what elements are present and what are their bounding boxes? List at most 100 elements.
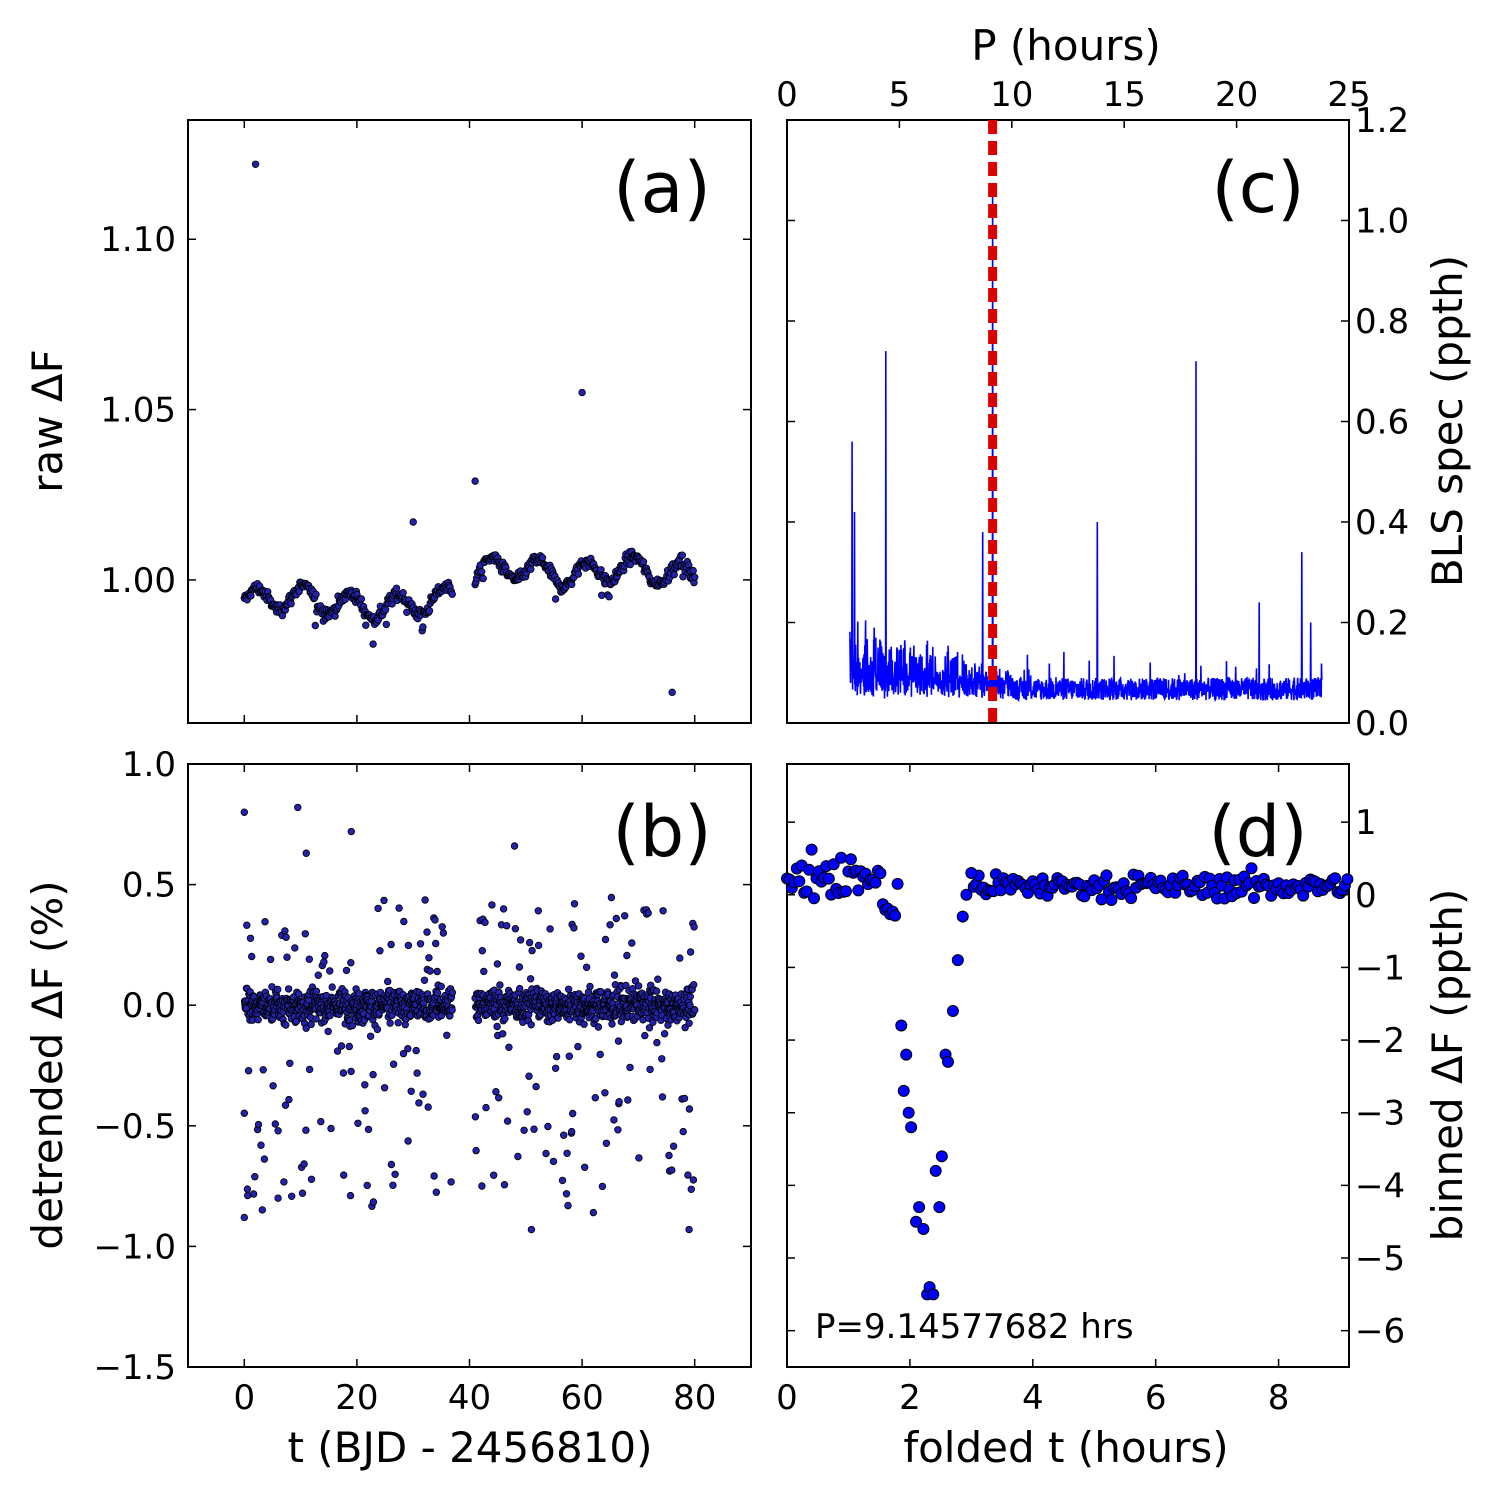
data-point <box>251 160 260 168</box>
panel-d-label: (d) <box>1208 791 1307 873</box>
data-point <box>565 1052 573 1060</box>
y-tick-label: 1.05 <box>100 391 176 431</box>
data-point <box>282 1021 290 1029</box>
data-point <box>800 885 813 898</box>
data-point <box>345 1042 353 1051</box>
data-point <box>479 574 487 583</box>
data-point <box>432 939 440 948</box>
data-point <box>493 960 502 968</box>
data-point <box>302 849 310 857</box>
data-point <box>869 876 882 889</box>
data-point <box>679 1127 687 1136</box>
data-point <box>416 940 425 948</box>
data-point <box>564 985 573 993</box>
data-point <box>646 1065 654 1074</box>
data-point <box>266 955 275 964</box>
data-point <box>281 1101 290 1109</box>
data-point <box>560 1131 568 1139</box>
data-point <box>439 929 448 937</box>
x-tick-label: 0 <box>776 1378 798 1418</box>
y-tick-label: 1.0 <box>1355 202 1409 242</box>
data-point <box>302 1126 310 1134</box>
data-point <box>578 388 586 397</box>
data-point <box>337 1042 346 1050</box>
data-point <box>610 1116 618 1124</box>
panel-d-points <box>781 764 1354 1367</box>
data-point <box>380 896 388 905</box>
data-point <box>516 984 524 993</box>
data-point <box>295 990 303 998</box>
data-point <box>499 905 508 913</box>
data-point <box>691 1006 699 1014</box>
data-point <box>546 925 554 933</box>
data-point <box>251 1172 259 1181</box>
data-point <box>660 1029 669 1038</box>
y-tick-label: 0.2 <box>1355 604 1409 644</box>
data-point <box>927 1288 940 1301</box>
data-point <box>602 1139 611 1147</box>
data-point <box>403 608 411 616</box>
data-point <box>902 1106 915 1119</box>
data-point <box>426 967 434 975</box>
data-point <box>240 1109 248 1117</box>
data-point <box>686 948 695 956</box>
data-point <box>443 1031 451 1039</box>
data-point <box>478 1182 486 1190</box>
data-point <box>327 1124 335 1133</box>
data-point <box>286 1059 294 1067</box>
data-point <box>425 607 434 615</box>
data-point <box>374 904 382 913</box>
data-point <box>601 935 610 944</box>
data-point <box>320 958 328 966</box>
data-point <box>421 896 429 904</box>
panel-c-label: (c) <box>1211 147 1304 229</box>
data-point <box>369 1198 378 1206</box>
data-point <box>366 1032 375 1040</box>
data-point <box>685 1105 694 1113</box>
data-point <box>895 1019 908 1032</box>
data-point <box>302 1024 310 1032</box>
data-point <box>805 843 818 856</box>
bls-spectrum-line <box>849 195 1323 703</box>
data-point <box>691 573 699 581</box>
data-point <box>362 621 370 629</box>
data-point <box>246 934 255 942</box>
data-point <box>808 892 820 905</box>
data-point <box>965 866 978 879</box>
data-point <box>523 1108 531 1116</box>
data-point <box>653 1038 661 1047</box>
panel-b-ylabel: detrended ΔF (%) <box>23 880 72 1249</box>
data-point <box>569 1109 577 1118</box>
data-point <box>348 1021 357 1030</box>
data-point <box>363 1181 371 1190</box>
x-tick-label: 60 <box>560 1378 603 1418</box>
y-tick-label: 0.5 <box>122 866 176 906</box>
data-point <box>644 909 652 917</box>
data-point <box>626 1063 634 1072</box>
data-point <box>301 930 309 938</box>
x-tick-label: 25 <box>1327 75 1370 115</box>
data-point <box>577 952 585 960</box>
data-point <box>582 963 591 971</box>
data-point <box>346 1191 355 1200</box>
data-point <box>361 1081 369 1089</box>
data-point <box>900 1048 913 1061</box>
panel-d-annotation: P=9.14577682 hrs <box>815 1307 1134 1347</box>
data-point <box>684 1171 692 1179</box>
data-point <box>641 1031 649 1040</box>
panel-b-xlabel: t (BJD - 2456810) <box>287 1423 652 1472</box>
data-point <box>274 985 282 994</box>
data-point <box>478 947 486 955</box>
data-point <box>596 1050 604 1059</box>
data-point <box>357 595 366 603</box>
data-point <box>623 951 631 960</box>
panel-a-points <box>188 120 751 723</box>
data-point <box>312 1015 320 1023</box>
data-point <box>404 1044 412 1053</box>
data-point <box>1245 862 1258 875</box>
data-point <box>551 1064 560 1072</box>
data-point <box>685 1225 693 1234</box>
data-point <box>532 1082 540 1091</box>
data-point <box>840 885 852 898</box>
data-point <box>381 606 390 614</box>
